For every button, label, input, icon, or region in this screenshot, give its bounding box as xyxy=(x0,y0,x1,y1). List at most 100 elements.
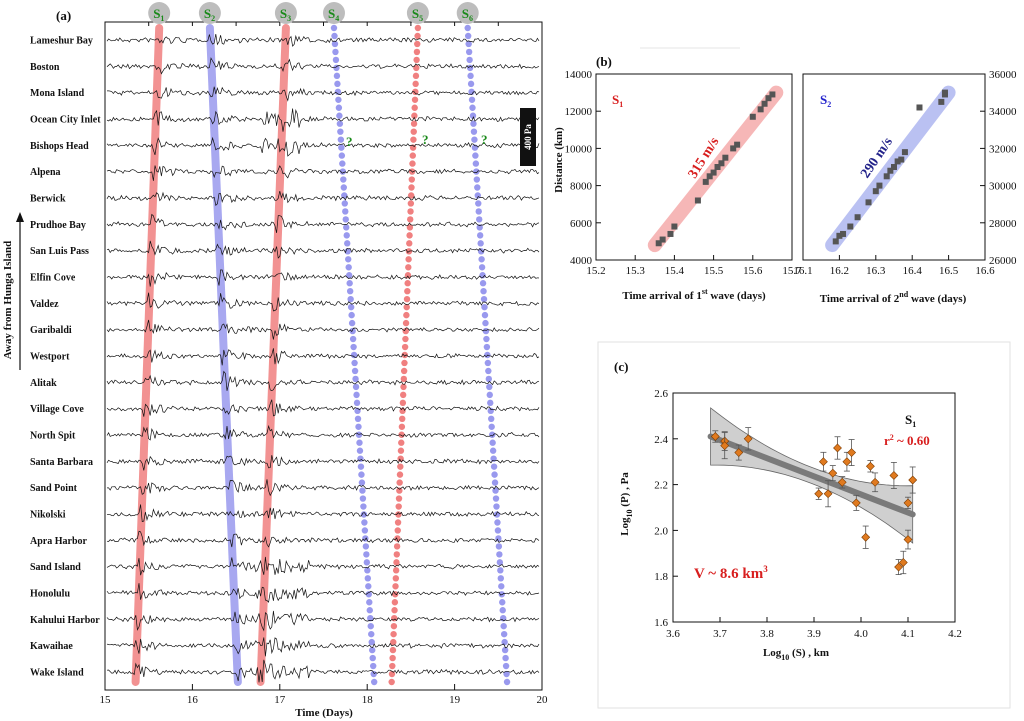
data-point xyxy=(702,178,709,185)
signal-label-badge xyxy=(274,2,297,24)
signal-dot xyxy=(351,367,359,375)
station-label-north-spit: North Spit xyxy=(30,431,76,442)
signal-dot xyxy=(366,599,373,606)
data-point xyxy=(865,461,875,471)
question-mark-s4: ? xyxy=(346,134,353,149)
data-point xyxy=(901,149,908,156)
signal-dot xyxy=(342,208,349,215)
data-point xyxy=(836,232,843,239)
data-point xyxy=(706,173,713,180)
signal-dot xyxy=(491,479,499,486)
signal-dot xyxy=(391,607,398,614)
data-point xyxy=(847,448,857,457)
y-tick-label: 2.2 xyxy=(654,480,668,492)
station-label-alpena: Alpena xyxy=(30,167,61,178)
signal-dot xyxy=(409,152,416,159)
data-point xyxy=(671,223,678,230)
x-tick-label: 15.3 xyxy=(626,265,646,277)
trace-alpena xyxy=(106,165,540,181)
signal-dot xyxy=(486,391,493,399)
signal-label-s3: S3 xyxy=(274,2,297,24)
x-tick-label: 16.2 xyxy=(830,265,849,277)
signal-dot xyxy=(466,64,474,72)
signal-dot xyxy=(466,56,473,64)
signal-dot xyxy=(402,327,409,335)
x-tick-label: 15.2 xyxy=(586,265,605,277)
data-point xyxy=(710,169,717,176)
signal-dot xyxy=(389,662,396,670)
signal-dot xyxy=(347,303,355,311)
signal-dot xyxy=(341,200,348,207)
signal-dot xyxy=(407,216,414,223)
y-tick-label: 2.0 xyxy=(654,525,668,537)
panel-a: (a) Lameshur Bay Boston Mona Island Ocean C… xyxy=(2,2,548,719)
signal-dot xyxy=(355,431,363,438)
data-point xyxy=(870,477,880,487)
signal-dot xyxy=(348,311,355,319)
signal-dot xyxy=(467,80,475,88)
station-label-elfin-cove: Elfin Cove xyxy=(30,273,76,284)
y-tick-label: 2.4 xyxy=(654,434,668,446)
signal-dot xyxy=(395,511,402,518)
signal-dot xyxy=(473,176,481,183)
signal-dot xyxy=(464,24,471,32)
signal-dot xyxy=(494,519,501,526)
y-tick-label: 12000 xyxy=(565,106,593,118)
signal-dot xyxy=(345,256,352,263)
station-label-bishops-head: Bishops Head xyxy=(30,141,89,152)
trace-sand-point xyxy=(106,479,540,497)
x-tick-label: 3.7 xyxy=(713,628,727,640)
signal-labels: S1 S2 S3 S4 S5 S6 xyxy=(148,2,479,24)
y-tick-label: 34000 xyxy=(989,106,1017,118)
data-point xyxy=(694,197,701,204)
signal-dot xyxy=(490,463,498,470)
signal-dot xyxy=(498,591,505,598)
signal-label-s4: S4 xyxy=(322,2,345,24)
signal-dot xyxy=(367,614,374,622)
time-tick-label: 15 xyxy=(100,694,112,706)
station-label-mona-island: Mona Island xyxy=(30,88,85,99)
data-point xyxy=(903,535,913,544)
data-point xyxy=(667,230,674,237)
station-label-sand-point: Sand Point xyxy=(30,483,78,494)
signal-dot xyxy=(396,471,404,478)
signal-dot xyxy=(496,559,504,566)
signal-dot xyxy=(403,311,410,319)
signal-dot xyxy=(499,607,506,614)
signal-dot xyxy=(393,559,400,566)
data-point xyxy=(842,457,852,467)
station-label-village-cove: Village Cove xyxy=(30,404,84,415)
trace-honolulu xyxy=(106,583,540,603)
station-label-garibaldi: Garibaldi xyxy=(30,325,72,336)
signal-dot xyxy=(340,184,347,191)
y-tick-label: 8000 xyxy=(570,181,593,193)
trace-berwick xyxy=(106,191,540,206)
signal-dot xyxy=(368,638,375,646)
data-point xyxy=(743,434,753,444)
signal-dot xyxy=(333,72,341,80)
signal-dot xyxy=(496,551,503,558)
signal-dot xyxy=(497,575,505,582)
signal-dot xyxy=(390,638,397,646)
c-ylabel: Log10 (P) , Pa xyxy=(619,472,634,536)
signal-dot xyxy=(335,104,343,111)
signal-dot xyxy=(363,551,370,558)
signal-label-badge xyxy=(198,2,221,24)
signal-dot xyxy=(349,335,357,343)
x-tick-label: 16.3 xyxy=(866,265,886,277)
data-point xyxy=(734,141,741,148)
trace-bishops-head xyxy=(106,136,540,157)
signal-dot xyxy=(394,535,401,542)
signal-dot xyxy=(331,40,339,48)
signal-dot xyxy=(488,415,495,423)
signal-label-text: S2 xyxy=(204,6,215,23)
s1-plot: 15.2 15.3 15.4 15.5 15.6 15.7 4000 6000 8000 1000… xyxy=(565,69,803,277)
signal-dot xyxy=(501,646,509,654)
signal-dot xyxy=(334,88,342,96)
signal-dot xyxy=(500,630,508,638)
signal-dot xyxy=(334,80,341,88)
signal-label-text: S1 xyxy=(153,6,164,23)
y-tick-label: 6000 xyxy=(570,218,593,230)
